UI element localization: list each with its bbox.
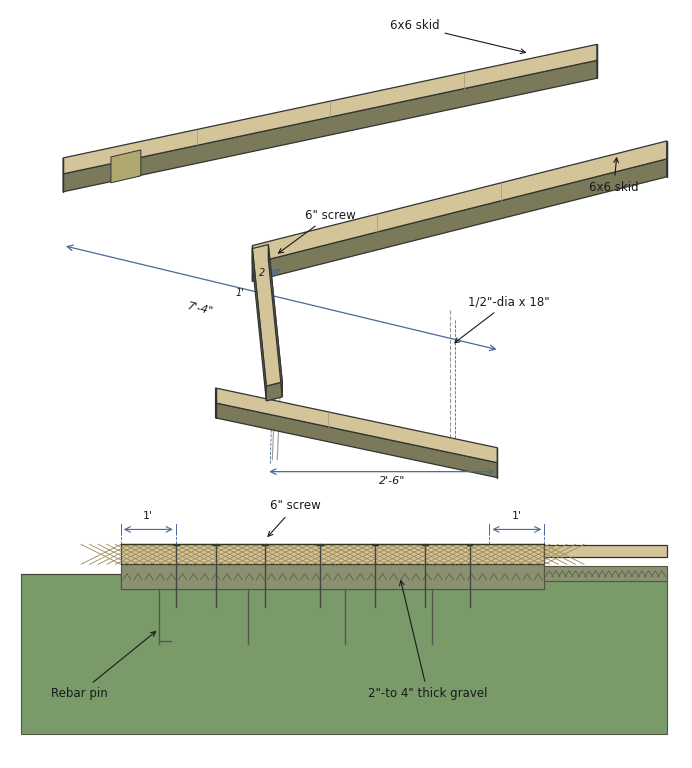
Bar [121,545,544,564]
Text: Rebar pin: Rebar pin [51,631,156,700]
Polygon shape [268,244,282,397]
Text: 6x6 skid: 6x6 skid [589,158,639,194]
Bar [121,564,544,589]
Polygon shape [253,244,282,386]
Polygon shape [266,382,282,401]
Text: 2'-6": 2'-6" [379,475,405,485]
Text: 1': 1' [236,288,245,298]
Polygon shape [253,249,266,401]
Polygon shape [253,141,666,263]
Polygon shape [63,61,597,192]
Bar [544,566,666,581]
Polygon shape [63,45,597,174]
Polygon shape [21,574,666,733]
Text: 6x6 skid: 6x6 skid [390,19,525,54]
Text: 7'-4": 7'-4" [187,302,215,317]
Text: 1': 1' [143,511,154,521]
Polygon shape [215,388,498,462]
Text: 6" screw: 6" screw [278,209,356,253]
Polygon shape [215,403,498,478]
Text: 2: 2 [260,269,266,279]
Polygon shape [253,159,666,281]
Text: 2"-to 4" thick gravel: 2"-to 4" thick gravel [368,581,487,700]
Text: 6" screw: 6" screw [268,499,320,536]
Bar [544,545,666,558]
Polygon shape [111,150,141,183]
Text: 1/2"-dia x 18": 1/2"-dia x 18" [455,296,549,343]
Text: 1': 1' [512,511,522,521]
